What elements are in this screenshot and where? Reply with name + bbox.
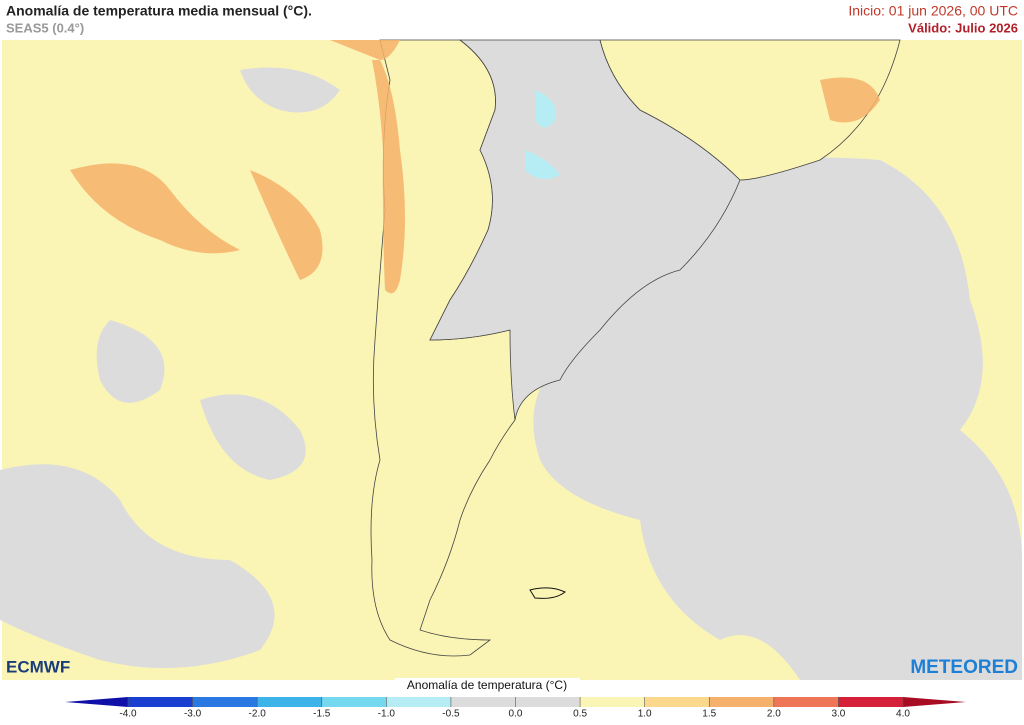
colorbar-tick-label: -1.0	[378, 709, 396, 720]
colorbar-tick-label: -2.0	[249, 709, 267, 720]
colorbar-segment	[709, 697, 774, 707]
neutral-anomaly	[0, 67, 1022, 680]
colorbar-segment	[321, 697, 387, 707]
meteored-logo: METEORED	[910, 657, 1018, 678]
colorbar-segment	[192, 697, 258, 707]
colorbar-tick-label: 2.0	[767, 709, 781, 720]
falkland-islands	[529, 587, 566, 599]
colorbar-label-box	[395, 678, 580, 694]
colorbar-segment	[386, 697, 451, 707]
title: Anomalía de temperatura media mensual (°…	[6, 3, 312, 19]
colorbar-segment	[838, 697, 903, 707]
colorbar-tick-label: -4.0	[119, 709, 137, 720]
colorbar-tick-label: 3.0	[831, 709, 845, 720]
colorbar-tick-label: 0.0	[509, 709, 523, 720]
colorbar-segment	[128, 697, 193, 707]
colorbar-tick-label: 1.5	[702, 709, 716, 720]
colorbar-tick-label: -3.0	[184, 709, 202, 720]
colorbar-tick-label: 0.5	[573, 709, 587, 720]
subtitle: SEAS5 (0.4°)	[6, 20, 84, 35]
colorbar-tick-label: -1.5	[313, 709, 331, 720]
colorbar: -4.0 -3.0 -2.0 -1.5 -1.0 -0.5 0.0 0.5 1.0 1.5 2.0 3…	[65, 697, 966, 720]
colorbar-low-end	[65, 697, 128, 707]
cool-anomaly	[525, 90, 560, 179]
colorbar-segment	[515, 697, 581, 707]
colorbar-segment	[773, 697, 839, 707]
map	[0, 39, 1022, 680]
colorbar-segment	[580, 697, 645, 707]
colorbar-segment	[450, 697, 516, 707]
start-date: Inicio: 01 jun 2026, 00 UTC	[848, 3, 1018, 19]
ecmwf-logo: ECMWF	[6, 657, 70, 676]
colorbar-tick-label: 4.0	[896, 709, 910, 720]
colorbar-high-end	[903, 697, 966, 707]
colorbar-segment	[257, 697, 322, 707]
valid-date: Válido: Julio 2026	[908, 20, 1018, 35]
colorbar-label: Anomalía de temperatura (°C)	[407, 678, 567, 692]
colorbar-tick-label: -0.5	[442, 709, 460, 720]
colorbar-segment	[644, 697, 710, 707]
colorbar-tick-label: 1.0	[638, 709, 652, 720]
